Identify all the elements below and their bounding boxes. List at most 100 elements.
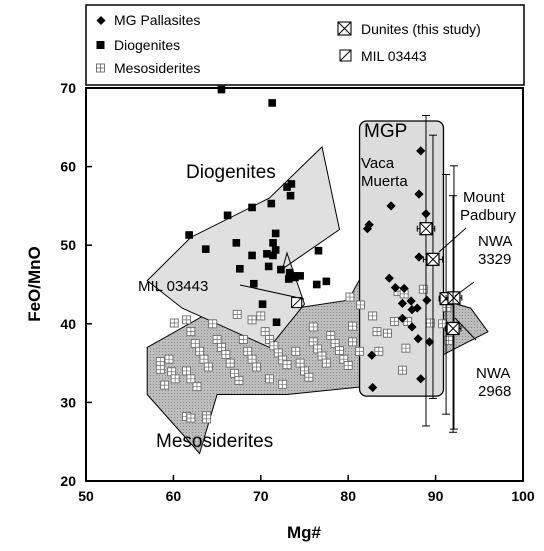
legend-item-mesosiderites: Mesosiderites <box>96 60 200 76</box>
mesosiderite-point <box>295 358 305 368</box>
legend-label-mil: MIL 03443 <box>361 48 427 64</box>
mesosiderite-point <box>164 354 174 364</box>
pallasite-point <box>368 382 378 393</box>
mesosiderite-point <box>345 292 355 302</box>
mesosiderite-point <box>265 374 274 384</box>
series-pallasites <box>362 146 435 393</box>
pallasite-point <box>362 224 373 234</box>
mesosiderite-point <box>160 380 170 390</box>
leader-lines <box>239 227 477 341</box>
legend-marker-slashed-square <box>339 49 352 62</box>
x-tick-label: 60 <box>166 488 182 504</box>
diogenite-point <box>217 85 226 94</box>
pallasite-point <box>397 298 407 308</box>
legend-label-pallasites: MG Pallasites <box>114 12 200 28</box>
leader-nwa3329 <box>454 281 475 297</box>
mesosiderite-point <box>251 362 261 372</box>
mesosiderite-point <box>247 315 257 325</box>
y-tick-label: 20 <box>60 473 76 489</box>
diogenite-point <box>232 239 241 247</box>
legend-label-dunites: Dunites (this study) <box>361 21 481 37</box>
diogenite-point <box>296 272 304 280</box>
mesosiderite-point <box>401 343 411 353</box>
legend-label-mesosiderites: Mesosiderites <box>114 60 200 76</box>
y-tick-label: 30 <box>60 394 76 410</box>
leader-mount <box>438 227 467 253</box>
mesosiderite-point <box>374 346 384 356</box>
mesosiderite-point <box>348 321 358 331</box>
mesosiderite-point <box>383 328 392 338</box>
diogenite-point <box>264 262 273 271</box>
diogenite-point <box>268 99 276 107</box>
mesosiderite-point <box>221 350 231 359</box>
pallasite-point <box>399 283 409 294</box>
mesosiderite-point <box>155 364 165 374</box>
dunite-point <box>444 195 462 433</box>
x-tick-label: 100 <box>511 488 535 504</box>
pallasite-point <box>406 296 416 306</box>
legend-marker-diamond <box>96 16 106 25</box>
label-diogenites-field: Diogenites <box>186 162 276 183</box>
label-padbury: Padbury <box>460 207 516 224</box>
leader-mil <box>239 284 305 300</box>
mesosiderite-point <box>308 322 318 332</box>
label-muerta: Muerta <box>361 173 408 190</box>
diogenite-point <box>269 239 277 247</box>
diogenite-point <box>314 246 323 255</box>
mesosiderite-point <box>335 346 344 355</box>
mesosiderite-point <box>372 327 382 337</box>
pallasite-point <box>412 303 422 313</box>
label-vaca: Vaca <box>361 155 395 172</box>
diogenite-point <box>291 273 299 282</box>
diogenite-point <box>285 268 294 277</box>
mesosiderite-point <box>282 360 292 370</box>
mesosiderite-point <box>169 318 179 328</box>
label-nwa2968-b: 2968 <box>478 383 511 400</box>
pallasite-point <box>416 146 426 156</box>
series-dunites <box>416 115 463 433</box>
diogenite-point <box>248 203 256 212</box>
pallasite-point <box>364 220 374 230</box>
mesosiderite-point <box>182 366 191 376</box>
legend-label-diogenites: Diogenites <box>114 37 180 53</box>
pallasite-point <box>413 334 423 344</box>
mesosiderite-point <box>348 337 358 347</box>
dunite-point <box>416 115 436 427</box>
diogenite-point <box>271 246 280 254</box>
pallasite-point <box>407 305 417 315</box>
mesosiderite-point <box>343 361 353 370</box>
legend-item-diogenites: Diogenites <box>96 37 180 53</box>
mesosiderite-point <box>170 374 180 384</box>
legend-marker-crossed-square <box>337 21 352 36</box>
mesosiderite-point <box>397 365 407 375</box>
diogenite-point <box>272 318 281 327</box>
mesosiderite-point <box>355 346 365 356</box>
diogenite-point <box>277 265 285 274</box>
pallasite-point <box>424 337 435 347</box>
pallasite-point <box>422 295 432 305</box>
diogenite-point <box>312 280 321 289</box>
y-axis-title: FeO/MnO <box>25 246 44 322</box>
mesosiderite-point <box>278 379 288 389</box>
pallasite-point <box>367 350 377 360</box>
mesosiderite-point <box>355 300 365 310</box>
mesosiderite-point <box>212 335 222 344</box>
mesosiderite-point <box>238 335 248 344</box>
label-mil03443: MIL 03443 <box>138 278 208 295</box>
y-tick-label: 50 <box>60 237 76 253</box>
mesosiderite-point <box>192 382 202 392</box>
diogenite-point <box>286 191 295 200</box>
label-mesosiderites-field: Mesosiderites <box>156 431 273 452</box>
mesosiderite-point <box>155 357 165 366</box>
series-diogenites <box>185 85 331 327</box>
series-mesosiderites <box>155 284 454 424</box>
legend-item-dunites: Dunites (this study) <box>337 21 481 37</box>
mesosiderite-point <box>260 327 270 337</box>
label-mount: Mount <box>463 189 506 206</box>
legend-item-mil: MIL 03443 <box>339 48 427 64</box>
mesosiderite-point <box>208 319 218 329</box>
mesosiderite-point <box>304 372 314 382</box>
marks <box>155 85 463 433</box>
mesosiderite-point <box>232 309 242 319</box>
